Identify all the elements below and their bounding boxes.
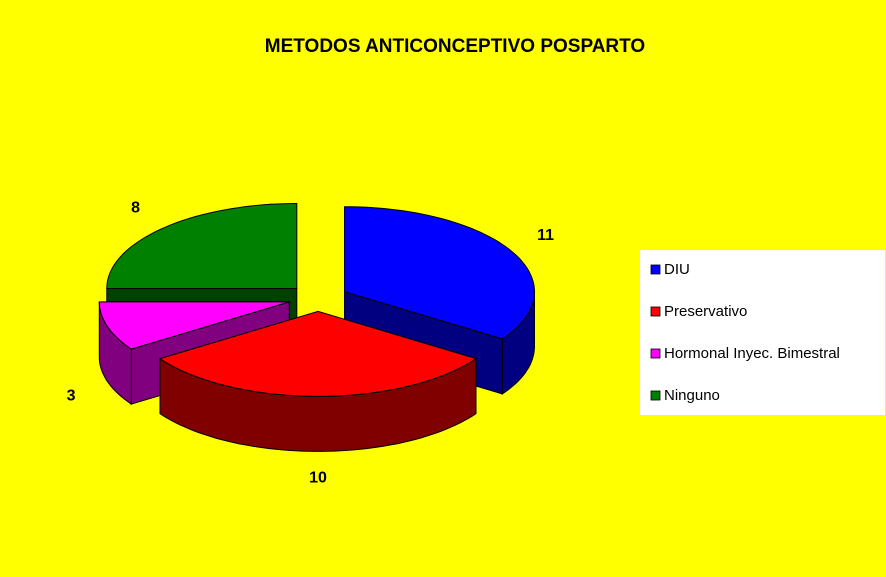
legend-label: DIU: [664, 261, 690, 278]
slice: [344, 206, 536, 340]
legend-label: Hormonal Inyec. Bimestral: [664, 345, 840, 362]
legend-swatch: [650, 264, 661, 275]
legend-swatch: [650, 390, 661, 401]
legend-box: [640, 250, 885, 415]
data-label: 10: [309, 470, 327, 487]
legend-label: Preservativo: [664, 303, 747, 320]
legend-label: Ninguno: [664, 387, 720, 404]
legend-swatch: [650, 348, 661, 359]
legend-swatch: [650, 306, 661, 317]
slice: [106, 202, 298, 289]
chart-title: METODOS ANTICONCEPTIVO POSPARTO: [265, 36, 645, 57]
slice: [158, 310, 478, 397]
data-label: 11: [537, 227, 554, 244]
slice: [98, 301, 290, 350]
data-label: 3: [67, 388, 76, 405]
data-label: 8: [131, 200, 140, 217]
